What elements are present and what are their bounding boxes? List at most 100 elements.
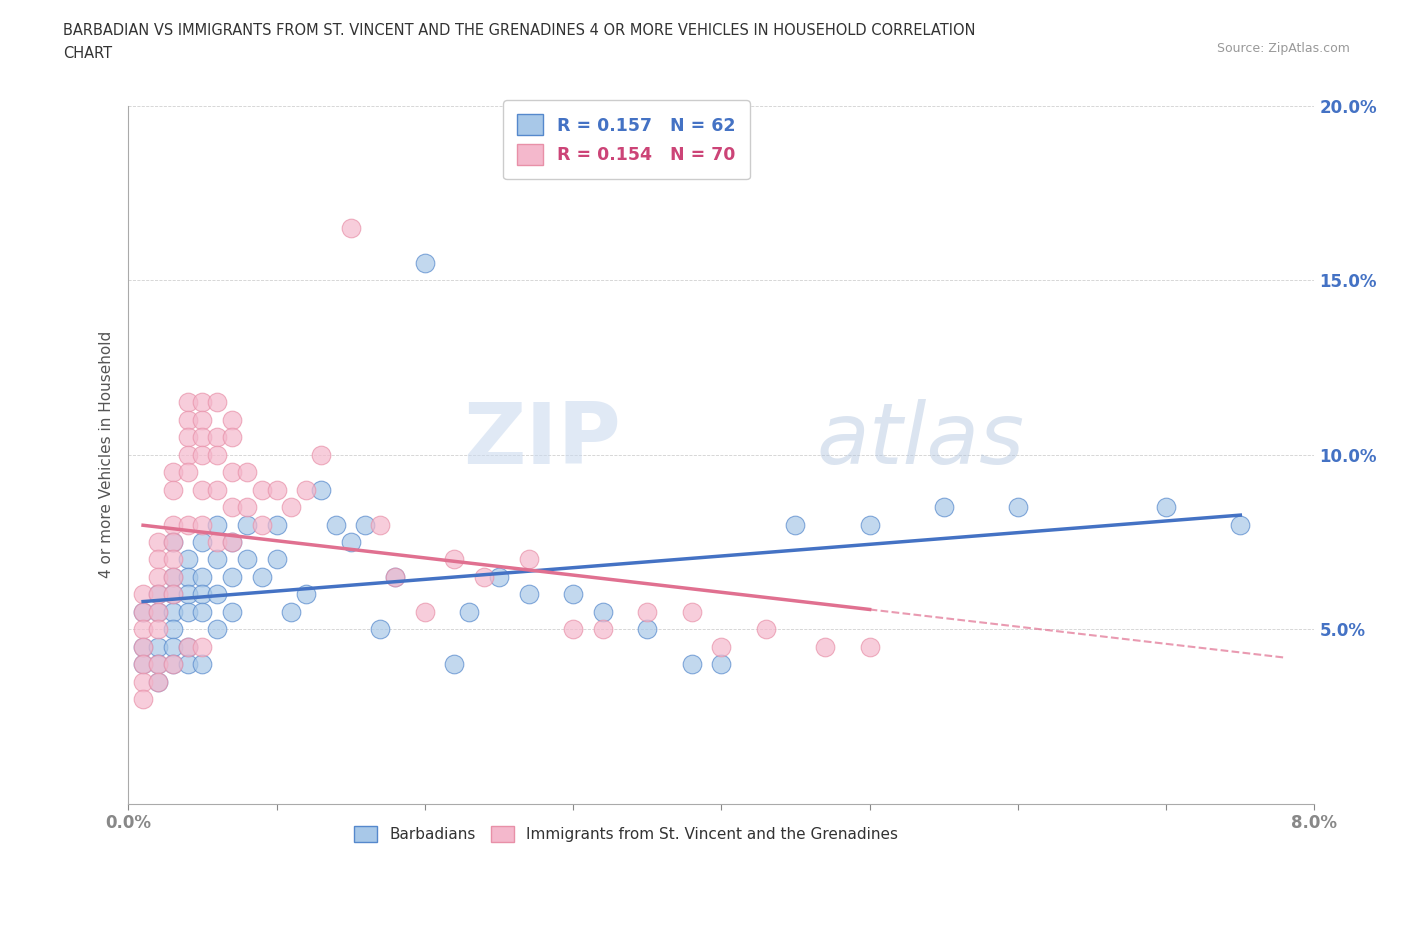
Point	[132, 657, 155, 671]
Point	[221, 535, 243, 550]
Point	[162, 587, 184, 602]
Point	[146, 674, 169, 689]
Point	[162, 535, 184, 550]
Point	[325, 517, 347, 532]
Point	[132, 692, 155, 707]
Point	[132, 657, 155, 671]
Point	[517, 587, 540, 602]
Point	[221, 569, 243, 584]
Point	[517, 552, 540, 567]
Point	[859, 639, 882, 654]
Point	[146, 552, 169, 567]
Point	[710, 657, 733, 671]
Point	[266, 483, 288, 498]
Point	[221, 604, 243, 619]
Point	[1007, 499, 1029, 514]
Point	[176, 604, 198, 619]
Point	[221, 465, 243, 480]
Point	[443, 552, 465, 567]
Point	[176, 657, 198, 671]
Point	[368, 622, 391, 637]
Point	[932, 499, 955, 514]
Point	[681, 657, 703, 671]
Point	[205, 447, 228, 462]
Point	[132, 587, 155, 602]
Point	[681, 604, 703, 619]
Point	[162, 604, 184, 619]
Point	[162, 639, 184, 654]
Point	[592, 622, 614, 637]
Point	[205, 535, 228, 550]
Point	[191, 535, 214, 550]
Point	[162, 657, 184, 671]
Point	[710, 639, 733, 654]
Point	[162, 569, 184, 584]
Point	[176, 447, 198, 462]
Point	[132, 622, 155, 637]
Point	[132, 639, 155, 654]
Point	[443, 657, 465, 671]
Point	[162, 622, 184, 637]
Point	[250, 569, 273, 584]
Point	[132, 604, 155, 619]
Point	[191, 639, 214, 654]
Point	[176, 587, 198, 602]
Point	[176, 395, 198, 410]
Point	[132, 639, 155, 654]
Point	[146, 587, 169, 602]
Point	[205, 622, 228, 637]
Point	[384, 569, 406, 584]
Point	[636, 622, 658, 637]
Point	[592, 604, 614, 619]
Text: ZIP: ZIP	[463, 399, 620, 483]
Point	[859, 517, 882, 532]
Point	[176, 517, 198, 532]
Point	[236, 517, 259, 532]
Point	[191, 483, 214, 498]
Point	[295, 483, 318, 498]
Point	[176, 569, 198, 584]
Point	[146, 639, 169, 654]
Point	[250, 517, 273, 532]
Point	[146, 674, 169, 689]
Point	[280, 604, 302, 619]
Point	[266, 517, 288, 532]
Point	[1229, 517, 1251, 532]
Point	[236, 465, 259, 480]
Point	[250, 483, 273, 498]
Point	[132, 674, 155, 689]
Point	[205, 517, 228, 532]
Point	[221, 430, 243, 445]
Point	[191, 430, 214, 445]
Point	[176, 639, 198, 654]
Text: Source: ZipAtlas.com: Source: ZipAtlas.com	[1216, 42, 1350, 55]
Point	[176, 465, 198, 480]
Point	[384, 569, 406, 584]
Point	[162, 552, 184, 567]
Point	[205, 587, 228, 602]
Point	[146, 657, 169, 671]
Point	[339, 535, 361, 550]
Point	[132, 604, 155, 619]
Point	[488, 569, 510, 584]
Point	[266, 552, 288, 567]
Point	[191, 587, 214, 602]
Point	[191, 412, 214, 427]
Point	[191, 447, 214, 462]
Point	[221, 499, 243, 514]
Point	[176, 412, 198, 427]
Point	[146, 604, 169, 619]
Point	[146, 604, 169, 619]
Point	[162, 517, 184, 532]
Point	[191, 604, 214, 619]
Point	[368, 517, 391, 532]
Point	[221, 535, 243, 550]
Point	[221, 412, 243, 427]
Point	[562, 587, 585, 602]
Point	[280, 499, 302, 514]
Point	[354, 517, 377, 532]
Point	[191, 395, 214, 410]
Point	[755, 622, 778, 637]
Point	[146, 535, 169, 550]
Point	[205, 430, 228, 445]
